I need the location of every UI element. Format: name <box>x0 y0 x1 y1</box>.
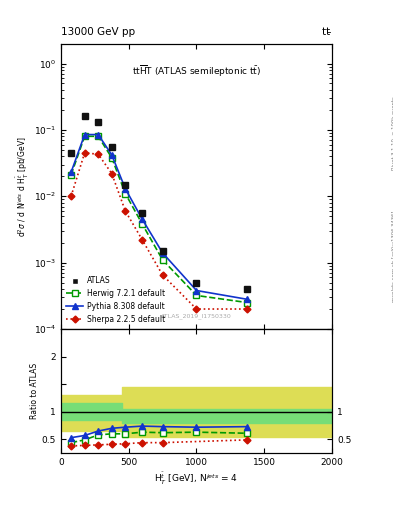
X-axis label: H$_T^{\bar{t}}$ [GeV], N$^{jets}$ = 4: H$_T^{\bar{t}}$ [GeV], N$^{jets}$ = 4 <box>154 471 239 487</box>
Text: 13000 GeV pp: 13000 GeV pp <box>61 27 135 37</box>
Y-axis label: Ratio to ATLAS: Ratio to ATLAS <box>30 363 39 419</box>
Text: tt$\overline{\mathrm{H}}$T (ATLAS semileptonic t$\bar{\mathrm{t}}$): tt$\overline{\mathrm{H}}$T (ATLAS semile… <box>132 63 261 79</box>
Legend: ATLAS, Herwig 7.2.1 default, Pythia 8.308 default, Sherpa 2.2.5 default: ATLAS, Herwig 7.2.1 default, Pythia 8.30… <box>63 273 168 327</box>
Text: mcplots.cern.ch [arXiv:1306.3436]: mcplots.cern.ch [arXiv:1306.3436] <box>392 210 393 302</box>
Text: ATLAS_2019_I1750330: ATLAS_2019_I1750330 <box>161 313 232 319</box>
Text: Rivet 3.1.10, ≥ 100k events: Rivet 3.1.10, ≥ 100k events <box>392 96 393 170</box>
Text: tt$\bar{}$: tt$\bar{}$ <box>321 25 332 37</box>
Y-axis label: d$^2\sigma$ / d N$^{jets}$ d H$_T^{\bar{t}}$ [pb/GeV]: d$^2\sigma$ / d N$^{jets}$ d H$_T^{\bar{… <box>15 136 31 237</box>
